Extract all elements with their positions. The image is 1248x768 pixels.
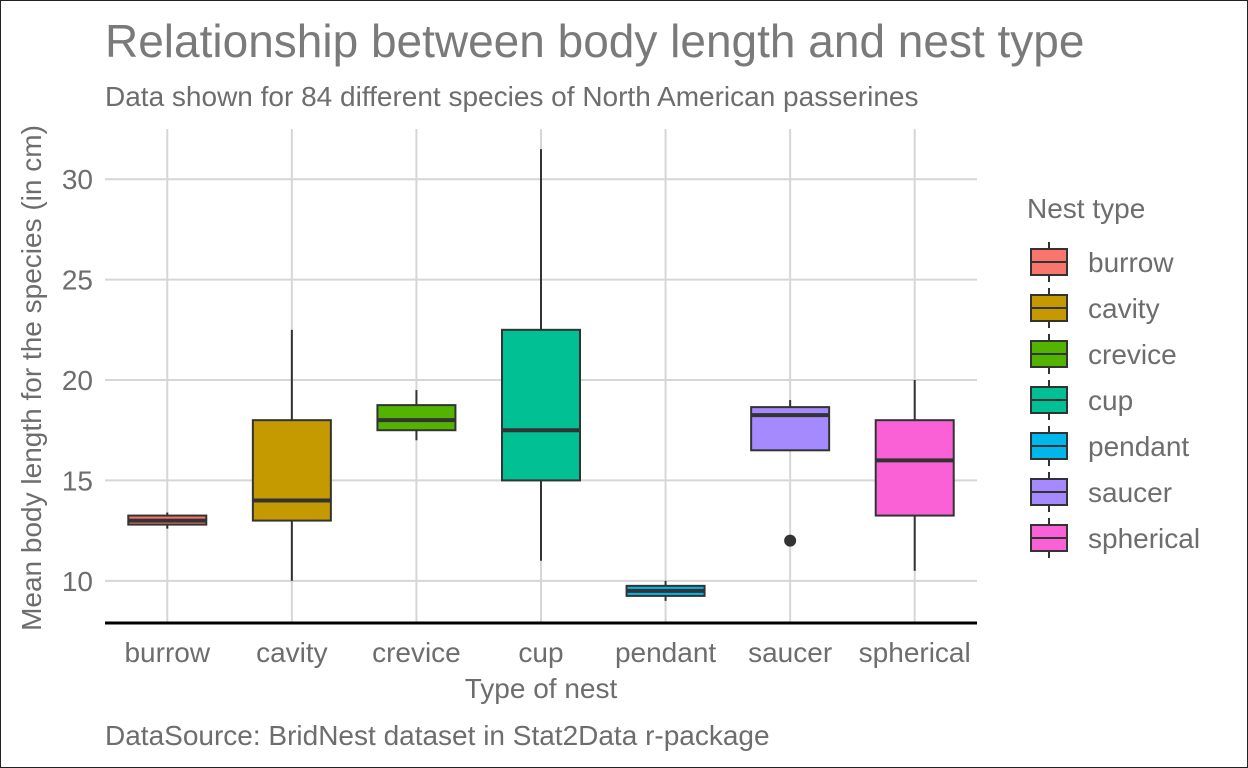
box-layer	[127, 149, 955, 601]
box-cup	[501, 149, 581, 561]
iqr-box	[251, 419, 332, 522]
legend: burrow cavity crevice cup pendant saucer spher…	[1030, 242, 1200, 558]
iqr-box	[376, 404, 457, 432]
legend-label: pendant	[1088, 431, 1189, 462]
box-spherical	[874, 380, 955, 571]
x-tick-labels: burrow cavity crevice cup pendant saucer spher…	[124, 637, 970, 668]
box-crevice	[376, 390, 457, 441]
y-tick-label: 25	[62, 265, 93, 296]
x-tick-label: crevice	[372, 637, 461, 668]
x-axis-title: Type of nest	[465, 673, 618, 704]
y-tick-labels: 10 15 20 25 30	[62, 164, 93, 597]
x-tick-label: spherical	[859, 637, 971, 668]
legend-item-crevice: crevice	[1030, 334, 1177, 374]
legend-item-cavity: cavity	[1030, 288, 1160, 328]
y-axis-title: Mean body length for the species (in cm)	[16, 125, 47, 631]
iqr-box	[501, 328, 581, 482]
legend-item-saucer: saucer	[1030, 472, 1172, 512]
legend-title: Nest type	[1027, 193, 1145, 224]
legend-item-pendant: pendant	[1030, 426, 1189, 466]
box-burrow	[127, 512, 208, 529]
x-tick-label: saucer	[748, 637, 832, 668]
x-tick-label: cavity	[256, 637, 328, 668]
x-tick-label: cup	[518, 637, 563, 668]
box-saucer	[750, 400, 831, 547]
outlier-point	[784, 534, 797, 547]
legend-item-burrow: burrow	[1030, 242, 1174, 282]
box-pendant	[625, 580, 706, 601]
iqr-box	[874, 419, 955, 517]
legend-item-cup: cup	[1030, 380, 1133, 420]
y-tick-label: 30	[62, 164, 93, 195]
legend-label: cup	[1088, 385, 1133, 416]
box-cavity	[251, 329, 332, 581]
y-tick-label: 15	[62, 465, 93, 496]
y-tick-label: 10	[62, 566, 93, 597]
y-tick-label: 20	[62, 365, 93, 396]
chart-subtitle: Data shown for 84 different species of N…	[105, 81, 918, 112]
chart-title: Relationship between body length and nes…	[105, 15, 1084, 67]
legend-label: saucer	[1088, 477, 1172, 508]
legend-label: crevice	[1088, 339, 1177, 370]
x-tick-label: burrow	[124, 637, 210, 668]
x-tick-label: pendant	[615, 637, 716, 668]
chart-caption: DataSource: BridNest dataset in Stat2Dat…	[105, 720, 770, 751]
legend-label: burrow	[1088, 247, 1174, 278]
legend-label: cavity	[1088, 293, 1160, 324]
legend-label: spherical	[1088, 523, 1200, 554]
legend-item-spherical: spherical	[1030, 518, 1200, 558]
